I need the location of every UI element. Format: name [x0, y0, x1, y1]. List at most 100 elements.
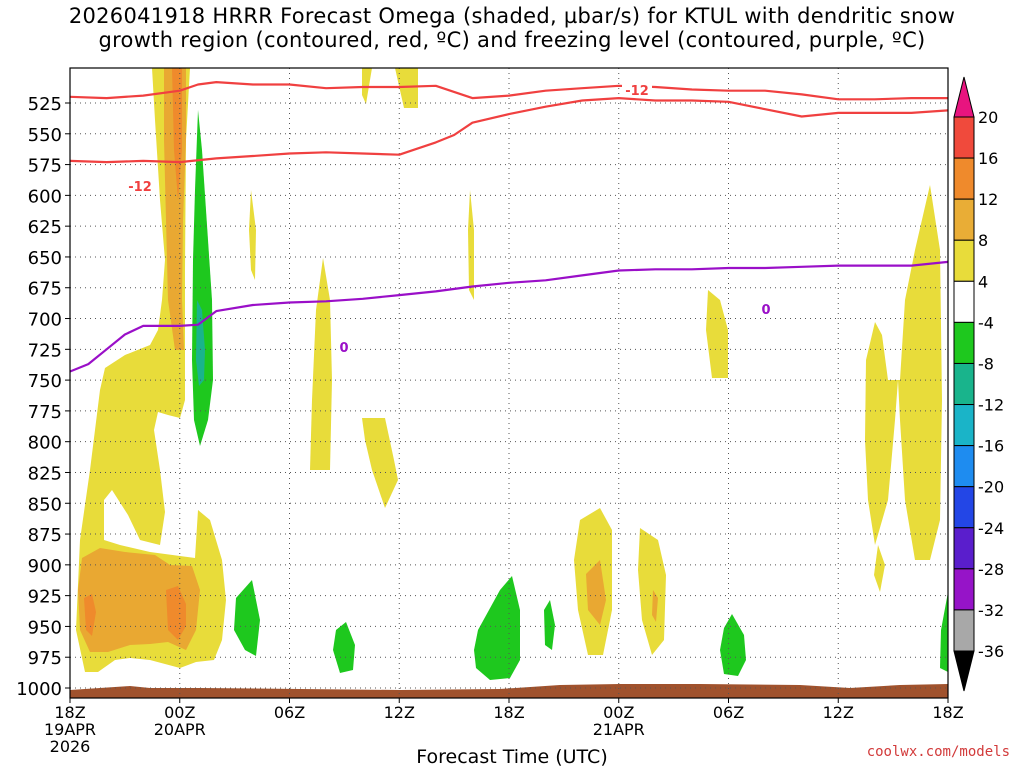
x-tick-sublabel: 20APR — [154, 720, 206, 739]
colorbar-swatch — [953, 404, 975, 447]
colorbar: 20 16 12 8 4 -4 -8 -12 -16 -20 -24 -28 -32 -36 — [953, 76, 1004, 692]
y-tick-label: 975 — [28, 648, 62, 669]
omega-shade-positive — [249, 190, 256, 280]
x-axis-title: Forecast Time (UTC) — [416, 746, 608, 768]
y-tick-label: 850 — [28, 494, 62, 515]
omega-shade-negative — [720, 614, 746, 676]
colorbar-label: -28 — [978, 560, 1004, 579]
omega-shade-negative — [940, 592, 948, 672]
colorbar-swatch — [953, 239, 975, 282]
x-tick-sublabel: 21APR — [593, 720, 645, 739]
x-tick-label: 18Z — [54, 703, 85, 722]
dgz-contour-line — [70, 97, 948, 164]
x-tick-label: 06Z — [274, 703, 305, 722]
x-tick-sublabel: 19APR — [44, 720, 96, 739]
colorbar-label: 12 — [978, 190, 998, 209]
y-tick-label: 925 — [28, 587, 62, 608]
y-tick-label: 700 — [28, 310, 62, 331]
x-tick-label: 12Z — [823, 703, 854, 722]
y-axis: 525 550 575 600 625 650 675 700 725 750 775 800 825 8… — [16, 94, 70, 700]
y-tick-label: 1000 — [16, 679, 62, 700]
y-tick-label: 550 — [28, 125, 62, 146]
y-tick-label: 950 — [28, 617, 62, 638]
omega-shade-negative — [474, 576, 520, 680]
colorbar-label: -36 — [978, 642, 1004, 661]
x-tick-label: 18Z — [493, 703, 524, 722]
x-tick-label: 06Z — [713, 703, 744, 722]
y-tick-label: 775 — [28, 402, 62, 423]
contour-label-freezing-2: 0 — [761, 303, 770, 318]
plot-frame — [69, 67, 949, 699]
omega-shade-negative — [544, 600, 555, 650]
colorbar-swatch — [953, 116, 975, 159]
chart-title: 2026041918 HRRR Forecast Omega (shaded, … — [0, 4, 1024, 52]
colorbar-label: -16 — [978, 437, 1004, 456]
omega-shade-positive-orange — [652, 590, 658, 622]
y-tick-label: 825 — [28, 463, 62, 484]
x-tick-sublabel: 2026 — [50, 737, 91, 756]
contour-label-dgz-low: -12 — [128, 180, 152, 195]
contour-lines — [70, 81, 948, 373]
colorbar-swatch — [953, 445, 975, 488]
omega-shade-positive — [706, 290, 728, 378]
colorbar-swatch — [953, 321, 975, 364]
y-tick-label: 875 — [28, 525, 62, 546]
contour-label-freezing-1: 0 — [339, 341, 348, 356]
y-tick-label: 675 — [28, 279, 62, 300]
colorbar-top-arrow — [953, 76, 975, 118]
colorbar-swatch — [953, 568, 975, 611]
omega-shade-positive — [638, 528, 666, 655]
x-tick-label: 18Z — [932, 703, 963, 722]
colorbar-bottom-arrow — [953, 650, 975, 692]
colorbar-label: -12 — [978, 396, 1004, 415]
colorbar-label: -24 — [978, 519, 1004, 538]
omega-shade-negative — [234, 580, 260, 656]
dgz-contour-line — [70, 81, 948, 101]
x-tick-label: 12Z — [384, 703, 415, 722]
y-tick-label: 625 — [28, 217, 62, 238]
y-tick-label: 800 — [28, 433, 62, 454]
y-tick-label: 525 — [28, 94, 62, 115]
colorbar-swatch — [953, 198, 975, 241]
contour-labels: -12 -12 0 0 — [125, 83, 772, 356]
colorbar-swatch — [953, 362, 975, 406]
y-tick-label: 650 — [28, 248, 62, 269]
omega-shade-column-core — [172, 68, 182, 200]
colorbar-label: 8 — [978, 231, 988, 250]
contour-label-dgz-high: -12 — [625, 84, 649, 99]
x-tick-label: 00Z — [603, 703, 634, 722]
colorbar-label: -8 — [978, 354, 994, 373]
y-tick-label: 750 — [28, 371, 62, 392]
y-tick-label: 725 — [28, 340, 62, 361]
omega-shade-positive — [310, 258, 332, 470]
credit-text: coolwx.com/models — [866, 744, 1010, 760]
title-line-2: growth region (contoured, red, ºC) and f… — [98, 28, 926, 52]
y-tick-label: 600 — [28, 186, 62, 207]
colorbar-swatch — [953, 157, 975, 200]
colorbar-swatch — [953, 609, 975, 652]
omega-shade-positive — [874, 545, 885, 592]
freezing-level-contour-line — [70, 260, 948, 373]
colorbar-label: -4 — [978, 313, 994, 332]
omega-shade-positive — [865, 185, 942, 560]
omega-shade-positive — [395, 68, 418, 108]
y-tick-label: 575 — [28, 156, 62, 177]
colorbar-swatch — [953, 527, 975, 570]
terrain-surface — [70, 684, 948, 698]
omega-shade-positive — [362, 418, 398, 508]
title-line-1: 2026041918 HRRR Forecast Omega (shaded, … — [68, 4, 956, 28]
colorbar-label: 4 — [978, 272, 988, 291]
omega-shade-positive — [468, 190, 474, 300]
omega-shade-positive-orange — [586, 560, 606, 625]
omega-shade-darkorange — [84, 594, 96, 636]
colorbar-swatch — [953, 486, 975, 529]
colorbar-label: 16 — [978, 149, 998, 168]
colorbar-swatch — [953, 280, 975, 323]
colorbar-label: 20 — [978, 108, 998, 127]
x-tick-label: 00Z — [164, 703, 195, 722]
colorbar-label: -20 — [978, 478, 1004, 497]
colorbar-label: -32 — [978, 601, 1004, 620]
y-tick-label: 900 — [28, 556, 62, 577]
